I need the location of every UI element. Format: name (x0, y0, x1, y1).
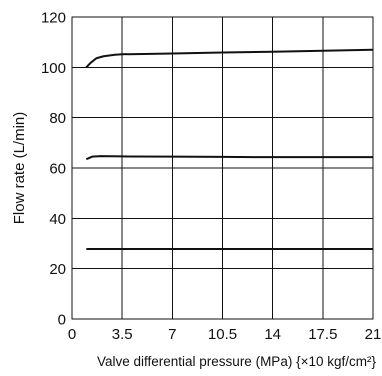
y-tick-label: 20 (49, 261, 66, 278)
series-line-2 (85, 155, 373, 161)
x-tick-label: 14 (264, 326, 281, 343)
x-tick-label: 0 (68, 326, 76, 343)
plot-frame (71, 16, 374, 320)
x-axis-title: Valve differential pressure (MPa) {×10 k… (97, 354, 376, 369)
y-tick-label: 0 (58, 312, 66, 329)
x-tick-label: 10.5 (208, 326, 237, 343)
y-tick-label: 60 (49, 161, 66, 178)
x-tick-label: 7 (168, 326, 176, 343)
x-tick-label: 17.5 (308, 326, 337, 343)
x-tick-label: 21 (365, 326, 382, 343)
x-tick-labels: 0 3.5 7 10.5 14 17.5 21 (68, 326, 382, 343)
y-tick-label: 100 (41, 60, 66, 77)
grid-layer (72, 17, 373, 319)
y-tick-labels: 0 20 40 60 80 100 120 (41, 10, 66, 329)
y-tick-label: 40 (49, 211, 66, 228)
x-tick-label: 3.5 (112, 326, 133, 343)
y-axis-title: Flow rate (L/min) (11, 112, 28, 225)
series-layer (85, 48, 374, 251)
y-tick-label: 120 (41, 10, 66, 27)
y-tick-label: 80 (49, 110, 66, 127)
series-line-1 (85, 48, 374, 69)
